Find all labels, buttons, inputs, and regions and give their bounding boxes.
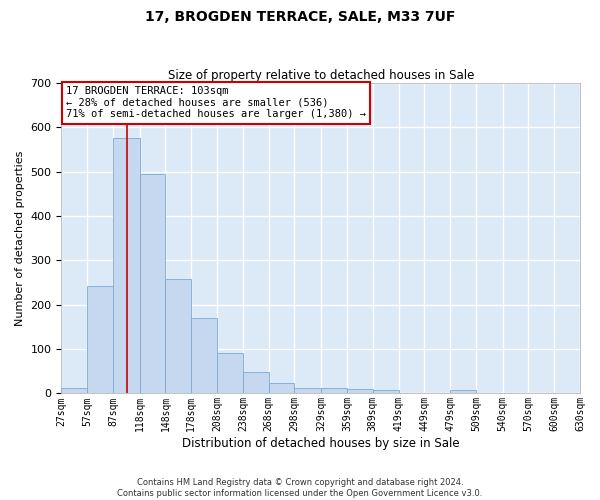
Bar	[87, 286, 113, 394]
Text: Contains HM Land Registry data © Crown copyright and database right 2024.
Contai: Contains HM Land Registry data © Crown c…	[118, 478, 482, 498]
Bar	[191, 318, 217, 394]
Y-axis label: Number of detached properties: Number of detached properties	[15, 150, 25, 326]
Bar	[450, 390, 476, 394]
X-axis label: Distribution of detached houses by size in Sale: Distribution of detached houses by size …	[182, 437, 460, 450]
Bar	[217, 353, 243, 394]
Bar	[243, 372, 269, 394]
Bar	[61, 388, 87, 394]
Bar	[347, 389, 373, 394]
Title: Size of property relative to detached houses in Sale: Size of property relative to detached ho…	[167, 69, 474, 82]
Bar	[321, 388, 347, 394]
Bar	[295, 388, 321, 394]
Text: 17, BROGDEN TERRACE, SALE, M33 7UF: 17, BROGDEN TERRACE, SALE, M33 7UF	[145, 10, 455, 24]
Text: 17 BROGDEN TERRACE: 103sqm
← 28% of detached houses are smaller (536)
71% of sem: 17 BROGDEN TERRACE: 103sqm ← 28% of deta…	[66, 86, 366, 120]
Bar	[140, 174, 166, 394]
Bar	[166, 279, 191, 394]
Bar	[269, 383, 295, 394]
Bar	[113, 138, 140, 394]
Bar	[373, 390, 398, 394]
